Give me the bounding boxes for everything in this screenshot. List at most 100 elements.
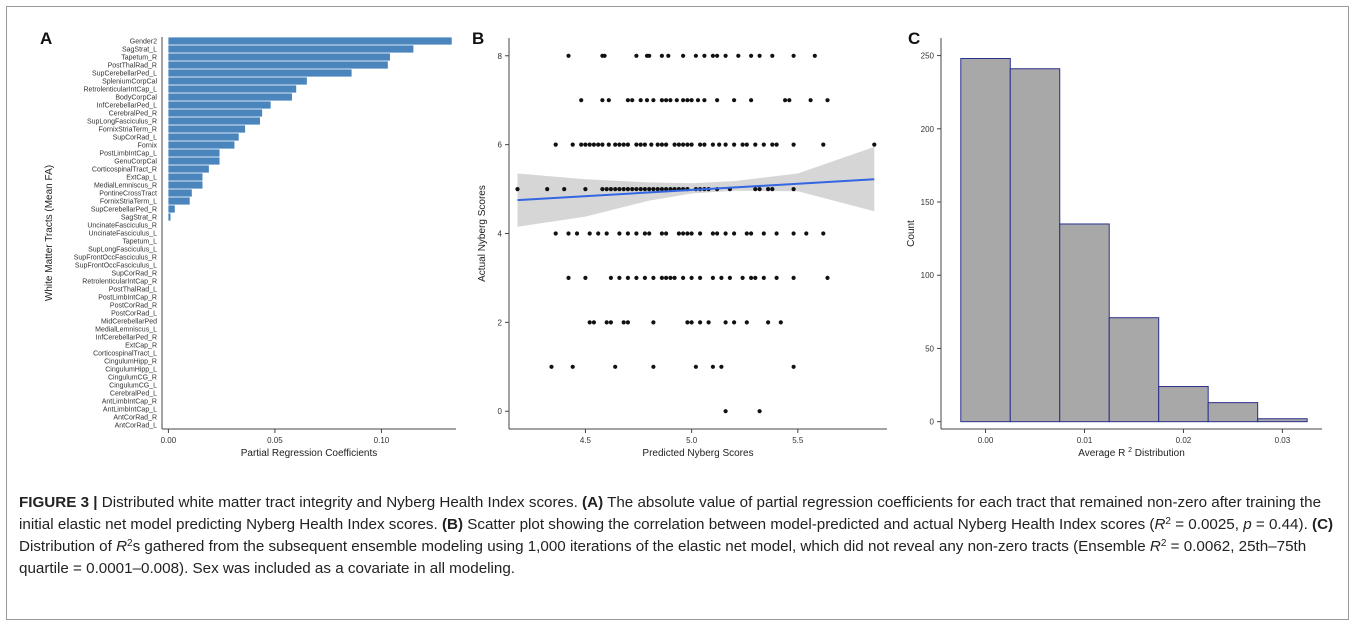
caption-c-tag: (C)	[1312, 516, 1334, 533]
data-point	[715, 231, 720, 236]
x-tick-label: 0.02	[1176, 436, 1192, 445]
data-point	[587, 320, 592, 325]
y-tick-label: SagStrat_L	[122, 46, 157, 53]
data-point	[668, 187, 673, 192]
y-tick-label: AntLimbIntCap_L	[103, 406, 157, 413]
confidence-band	[517, 146, 875, 227]
panel-b: B 0 2 4 6 8 4.5 5.0 5.5 Predicted Nyberg Scores A…	[472, 29, 887, 459]
y-axis-title: Count	[906, 220, 917, 247]
data-point	[651, 98, 656, 103]
data-point	[553, 231, 558, 236]
y-tick-label: Fornix	[138, 142, 158, 149]
y-tick-label: BodyCorpCal	[115, 94, 157, 101]
data-point	[651, 187, 656, 192]
data-point	[770, 142, 775, 147]
caption-b-text: = 0.44).	[1251, 516, 1313, 533]
x-tick-label: 4.5	[580, 436, 592, 445]
data-point	[651, 364, 656, 369]
data-point	[681, 231, 686, 236]
bar	[168, 157, 220, 165]
data-point	[606, 98, 611, 103]
y-tick-label: SupCorRad_L	[113, 134, 157, 141]
y-tick-label: SupCorRad_R	[111, 270, 157, 277]
bar	[168, 85, 297, 93]
histogram-bar	[1108, 317, 1160, 423]
y-tick-label: CorticospinalTract_R	[92, 166, 157, 173]
data-point	[698, 275, 703, 280]
data-point	[774, 231, 779, 236]
data-point	[617, 187, 622, 192]
data-point	[821, 231, 826, 236]
data-point	[770, 187, 775, 192]
caption-b-text: Scatter plot showing the correlation bet…	[463, 516, 1155, 533]
y-tick-label: RetrolenticularIntCap_L	[83, 86, 157, 93]
data-point	[676, 231, 682, 236]
data-point	[804, 231, 809, 236]
y-tick-label: AntCorRad_R	[113, 414, 157, 421]
bar	[168, 77, 307, 85]
data-point	[630, 98, 635, 103]
data-point	[664, 98, 669, 103]
bar	[168, 133, 239, 141]
histogram-bar	[1257, 418, 1308, 423]
data-point	[710, 142, 716, 147]
data-point	[761, 142, 766, 147]
y-tick-label: GenuCorpCal	[114, 158, 157, 165]
data-point	[812, 53, 817, 58]
data-point	[723, 320, 728, 325]
data-point	[685, 320, 690, 325]
bar	[168, 109, 263, 117]
data-point	[872, 142, 877, 147]
y-tick-label: Tapetum_L	[122, 238, 157, 245]
bar	[168, 149, 220, 157]
x-axis-title: Average R 2 Distribution	[1078, 447, 1185, 459]
data-point	[719, 275, 724, 280]
bar	[168, 189, 192, 197]
y-tick-label: CingulumHipp_L	[105, 366, 157, 373]
y-tick-label: SupLongFasciculus_R	[87, 118, 157, 125]
data-point	[723, 231, 728, 236]
data-point	[655, 187, 660, 192]
x-axis-title: Partial Regression Coefficients	[241, 448, 378, 459]
data-point	[608, 275, 614, 280]
y-tick-label: 250	[921, 52, 935, 61]
histogram-bar	[960, 58, 1011, 423]
bar	[168, 141, 235, 149]
data-point	[625, 231, 631, 236]
data-point	[715, 53, 720, 58]
data-point	[591, 142, 597, 147]
data-point	[647, 187, 652, 192]
y-tick-label: SupFrontOccFasciculus_L	[75, 262, 157, 269]
x-axis-title-suffix: Distribution	[1132, 448, 1185, 459]
data-point	[659, 98, 665, 103]
data-point	[753, 187, 758, 192]
data-point	[791, 187, 796, 192]
caption-b-text: = 0.0025,	[1170, 516, 1244, 533]
data-point	[706, 320, 711, 325]
data-point	[685, 98, 690, 103]
data-point	[744, 231, 749, 236]
data-point	[672, 142, 677, 147]
data-point	[685, 231, 690, 236]
data-point	[596, 231, 601, 236]
data-point	[625, 187, 631, 192]
caption-b-p: p	[1243, 516, 1252, 533]
caption-a-text: The absolute value of partial regression…	[19, 494, 1322, 533]
data-point	[587, 142, 592, 147]
data-point	[596, 142, 601, 147]
data-point	[642, 231, 648, 236]
data-point	[613, 187, 618, 192]
y-tick-label: 150	[921, 198, 935, 207]
figure-caption: FIGURE 3 | Distributed white matter trac…	[19, 492, 1339, 580]
y-tick-label: PostThalRad_R	[108, 62, 157, 69]
data-point	[642, 142, 648, 147]
data-point	[570, 364, 575, 369]
data-point	[710, 53, 716, 58]
bar	[168, 37, 452, 45]
histogram-bar	[1009, 68, 1061, 423]
data-point	[606, 142, 611, 147]
y-tick-label: CerebralPed_R	[109, 110, 157, 117]
data-point	[791, 53, 796, 58]
data-point	[625, 275, 631, 280]
y-tick-label: PostThalRad_L	[109, 286, 157, 293]
